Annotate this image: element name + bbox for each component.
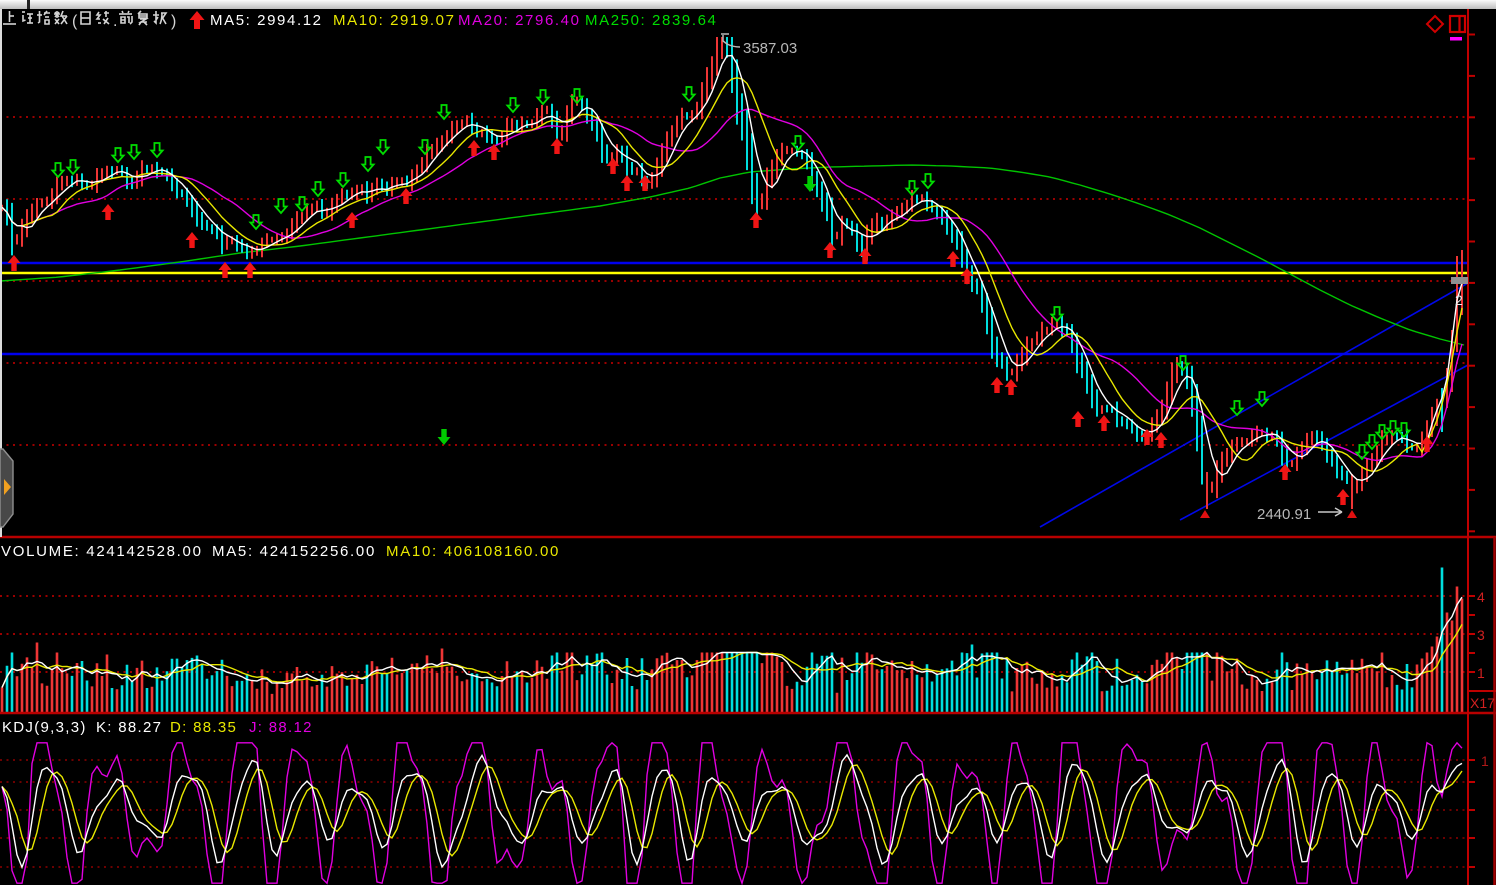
svg-text:MA5: 424152256.00: MA5: 424152256.00 (212, 543, 376, 560)
svg-text:X17: X17 (1470, 695, 1495, 711)
svg-text:): ) (171, 13, 176, 30)
svg-text:1: 1 (1481, 753, 1489, 769)
svg-text:MA10: 2919.07: MA10: 2919.07 (333, 12, 456, 29)
svg-text:J: 88.12: J: 88.12 (249, 719, 313, 736)
svg-text:1: 1 (1477, 665, 1485, 681)
svg-text:KDJ(9,3,3): KDJ(9,3,3) (2, 719, 87, 736)
svg-text:MA250: 2839.64: MA250: 2839.64 (585, 12, 717, 29)
svg-text:3587.03: 3587.03 (743, 40, 797, 57)
svg-text:D: 88.35: D: 88.35 (170, 719, 237, 736)
svg-text:MA10: 406108160.00: MA10: 406108160.00 (386, 543, 560, 560)
svg-text:3: 3 (1477, 627, 1485, 643)
svg-text:K: 88.27: K: 88.27 (96, 719, 162, 736)
svg-text:MA5: 2994.12: MA5: 2994.12 (210, 12, 323, 29)
svg-text:(: ( (72, 13, 78, 30)
svg-text:2440.91: 2440.91 (1257, 506, 1311, 523)
svg-text:2: 2 (1455, 292, 1463, 308)
svg-text:MA20: 2796.40: MA20: 2796.40 (458, 12, 581, 29)
svg-text:4: 4 (1477, 589, 1485, 605)
svg-text:.: . (113, 13, 117, 30)
svg-text:VOLUME: 424142528.00: VOLUME: 424142528.00 (1, 543, 203, 560)
